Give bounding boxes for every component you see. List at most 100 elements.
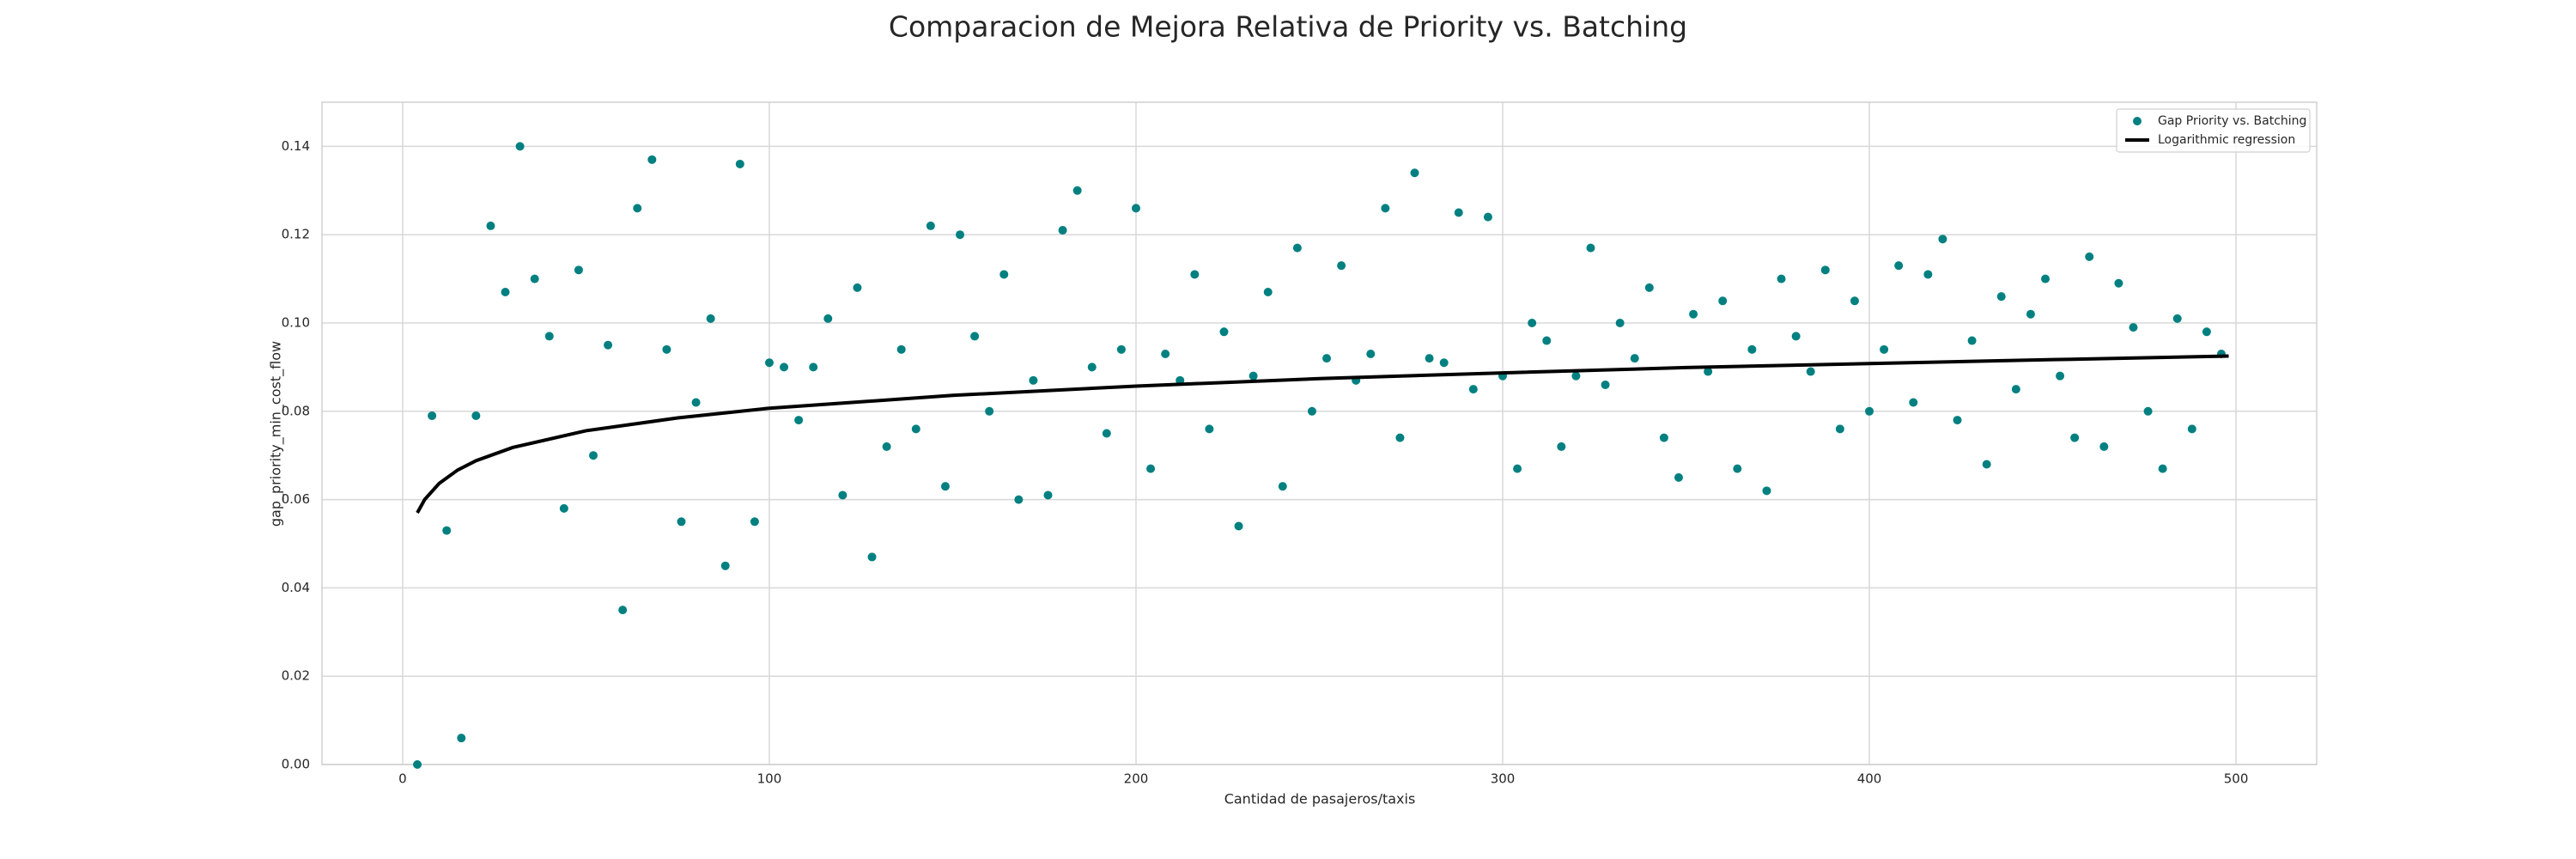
scatter-point: [1615, 319, 1625, 327]
y-tick-label: 0.04: [282, 580, 310, 595]
scatter-point: [1528, 319, 1537, 327]
scatter-point: [1718, 296, 1728, 306]
scatter-point: [1116, 344, 1126, 354]
scatter-point: [2114, 278, 2123, 288]
scatter-point: [1366, 349, 1376, 358]
scatter-point: [940, 482, 950, 491]
scatter-point: [1043, 490, 1053, 500]
scatter-point: [1835, 424, 1844, 434]
scatter-point: [706, 314, 715, 323]
y-tick-label: 0.10: [282, 315, 310, 331]
plot-frame: [321, 101, 2318, 765]
scatter-point: [1865, 406, 1874, 416]
scatter-point: [867, 552, 877, 562]
scatter-point: [720, 561, 730, 570]
legend-box: [2116, 108, 2311, 153]
scatter-point: [1161, 349, 1170, 358]
scatter-point: [1747, 344, 1757, 354]
scatter-point: [1278, 482, 1287, 491]
scatter-point: [486, 221, 495, 230]
scatter-point: [2187, 424, 2196, 434]
scatter-point: [633, 204, 642, 213]
scatter-point: [882, 442, 891, 451]
scatter-point: [515, 142, 525, 151]
scatter-point: [588, 451, 598, 460]
scatter-point: [1425, 354, 1434, 363]
chart-title: Comparacion de Mejora Relativa de Priori…: [889, 10, 1687, 44]
scatter-point: [1307, 406, 1316, 416]
scatter-point: [1923, 270, 1933, 279]
scatter-point: [662, 344, 671, 354]
scatter-point: [1733, 464, 1742, 473]
scatter-point: [1820, 265, 1830, 275]
scatter-point: [926, 221, 935, 230]
scatter-point: [1762, 486, 1771, 496]
scatter-point: [764, 358, 774, 368]
scatter-point: [1850, 296, 1859, 306]
scatter-point: [1234, 521, 1243, 531]
scatter-point: [1601, 380, 1610, 389]
scatter-point: [2172, 314, 2182, 323]
scatter-point: [823, 314, 833, 323]
scatter-point: [1381, 204, 1390, 213]
scatter-point: [457, 734, 466, 743]
scatter-point: [1205, 424, 1214, 434]
scatter-point: [896, 344, 906, 354]
x-tick-label: 500: [2224, 771, 2249, 787]
scatter-point: [2099, 442, 2109, 451]
scatter-point: [999, 270, 1009, 279]
scatter-point: [1982, 460, 1991, 469]
y-tick-label: 0.00: [282, 757, 310, 772]
scatter-point: [1249, 371, 1258, 381]
y-axis-label: gap_priority_min_cost_flow: [268, 341, 285, 527]
scatter-point: [809, 362, 818, 372]
scatter-point: [2026, 309, 2035, 319]
scatter-point: [428, 411, 437, 420]
scatter-point: [735, 159, 744, 168]
scatter-point: [442, 526, 452, 535]
scatter-point: [2202, 327, 2211, 337]
scatter-point: [1571, 371, 1581, 381]
legend-label: Gap Priority vs. Batching: [2158, 114, 2306, 128]
scatter-point: [1468, 385, 1478, 394]
scatter-point: [911, 424, 920, 434]
scatter-point: [1791, 332, 1801, 341]
regression-line: [416, 354, 2229, 514]
scatter-point: [1190, 270, 1200, 279]
scatter-point: [413, 760, 422, 769]
scatter-point: [1909, 398, 1918, 407]
scatter-point: [970, 332, 980, 341]
scatter-point: [1630, 354, 1639, 363]
legend-marker: [2133, 117, 2142, 125]
y-tick-label: 0.14: [282, 138, 310, 154]
scatter-point: [1072, 186, 1082, 195]
scatter-point: [544, 332, 554, 341]
scatter-point: [1777, 274, 1786, 283]
scatter-point: [1557, 442, 1566, 451]
scatter-point: [956, 230, 965, 240]
scatter-point: [1894, 261, 1904, 271]
x-tick-label: 400: [1857, 771, 1882, 787]
scatter-point: [2011, 385, 2020, 394]
scatter-point: [838, 490, 848, 500]
scatter-point: [1058, 226, 1067, 235]
scatter-point: [2041, 274, 2050, 283]
scatter-point: [1146, 464, 1156, 473]
scatter-point: [794, 416, 804, 425]
scatter-point: [1880, 344, 1889, 354]
scatter-point: [1219, 327, 1229, 337]
scatter-point: [647, 155, 657, 164]
scatter-point: [1806, 367, 1815, 376]
legend-label: Logarithmic regression: [2158, 133, 2295, 147]
x-axis-label: Cantidad de pasajeros/taxis: [1224, 791, 1416, 807]
scatter-point: [1087, 362, 1097, 372]
scatter-point: [618, 606, 628, 615]
y-tick-label: 0.02: [282, 668, 310, 684]
scatter-point: [853, 283, 862, 292]
y-tick-label: 0.06: [282, 491, 310, 507]
x-tick-label: 200: [1124, 771, 1149, 787]
y-tick-label: 0.08: [282, 403, 310, 418]
scatter-point: [574, 265, 583, 275]
scatter-point: [559, 503, 568, 513]
